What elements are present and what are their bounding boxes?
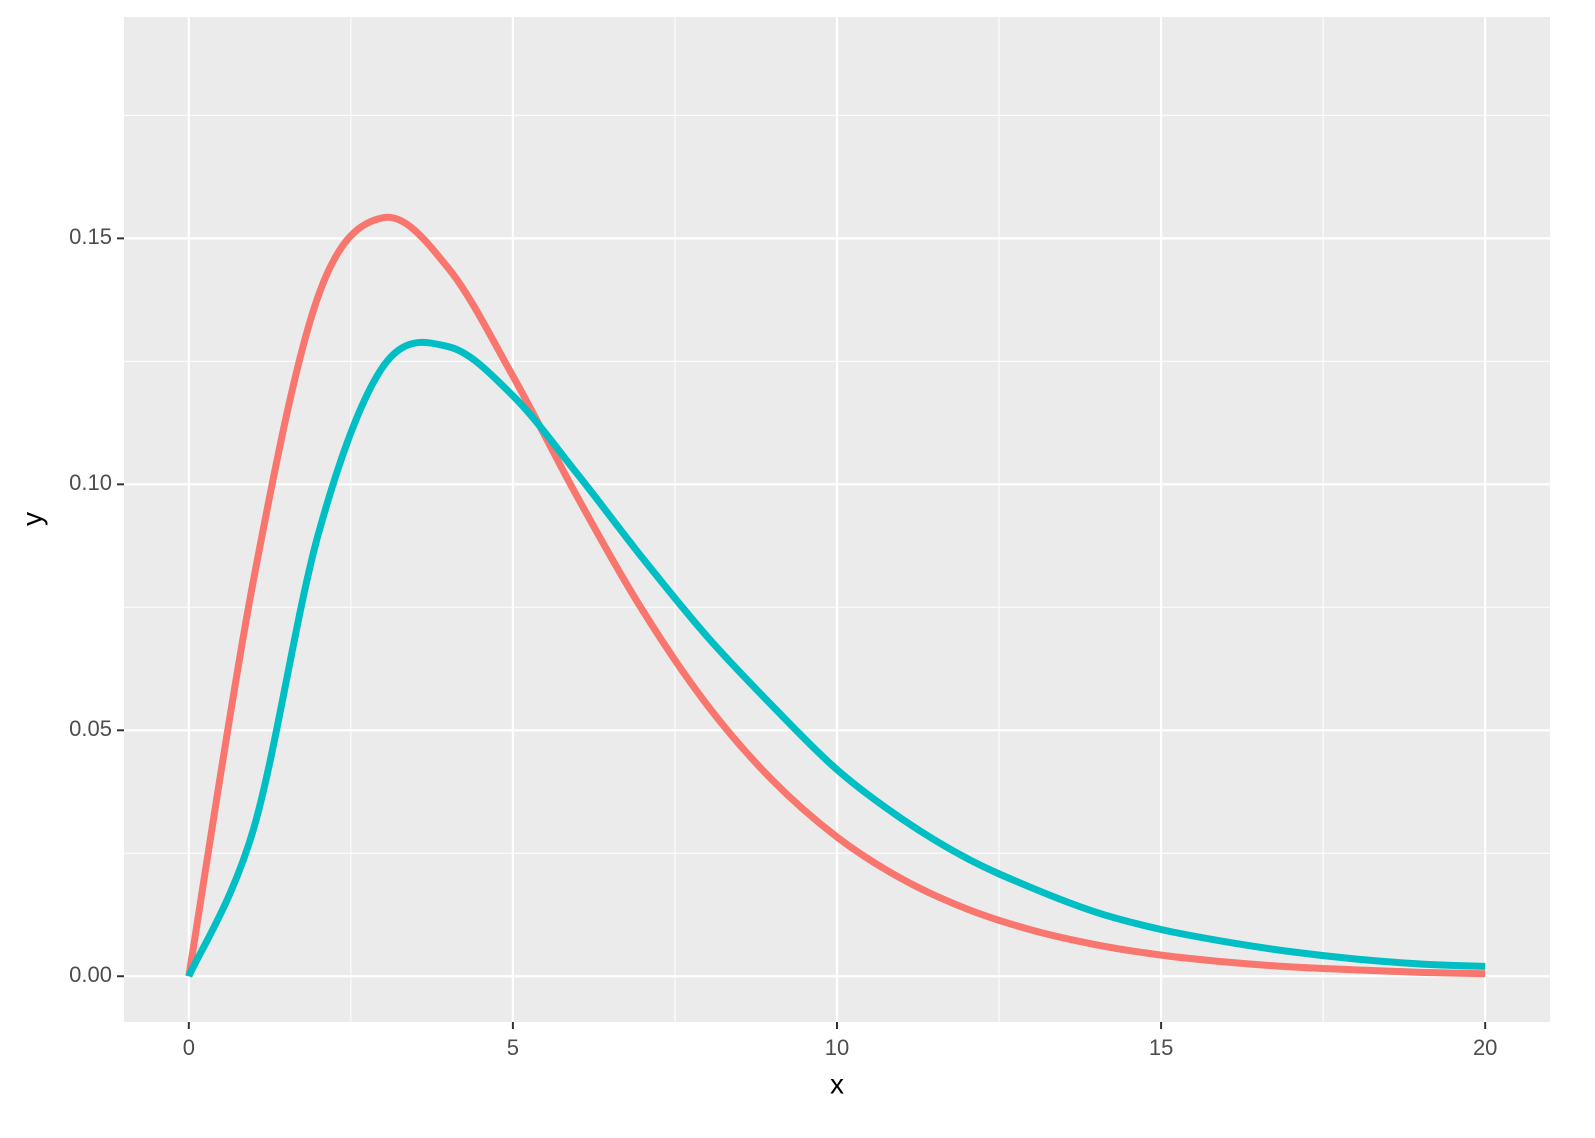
x-tick-label: 10 xyxy=(825,1035,849,1060)
grid xyxy=(124,17,1550,1022)
y-axis-title: y xyxy=(16,512,47,526)
x-tick-label: 15 xyxy=(1149,1035,1173,1060)
y-tick-label: 0.10 xyxy=(69,470,112,495)
y-tick-label: 0.00 xyxy=(69,962,112,987)
x-axis-title: x xyxy=(830,1068,844,1099)
y-tick-label: 0.05 xyxy=(69,716,112,741)
y-tick-label: 0.15 xyxy=(69,224,112,249)
x-tick-label: 20 xyxy=(1473,1035,1497,1060)
lines xyxy=(185,213,1486,978)
series-line xyxy=(185,338,1486,978)
x-tick-label: 0 xyxy=(183,1035,195,1060)
x-tick-label: 5 xyxy=(507,1035,519,1060)
series-line xyxy=(185,213,1486,978)
